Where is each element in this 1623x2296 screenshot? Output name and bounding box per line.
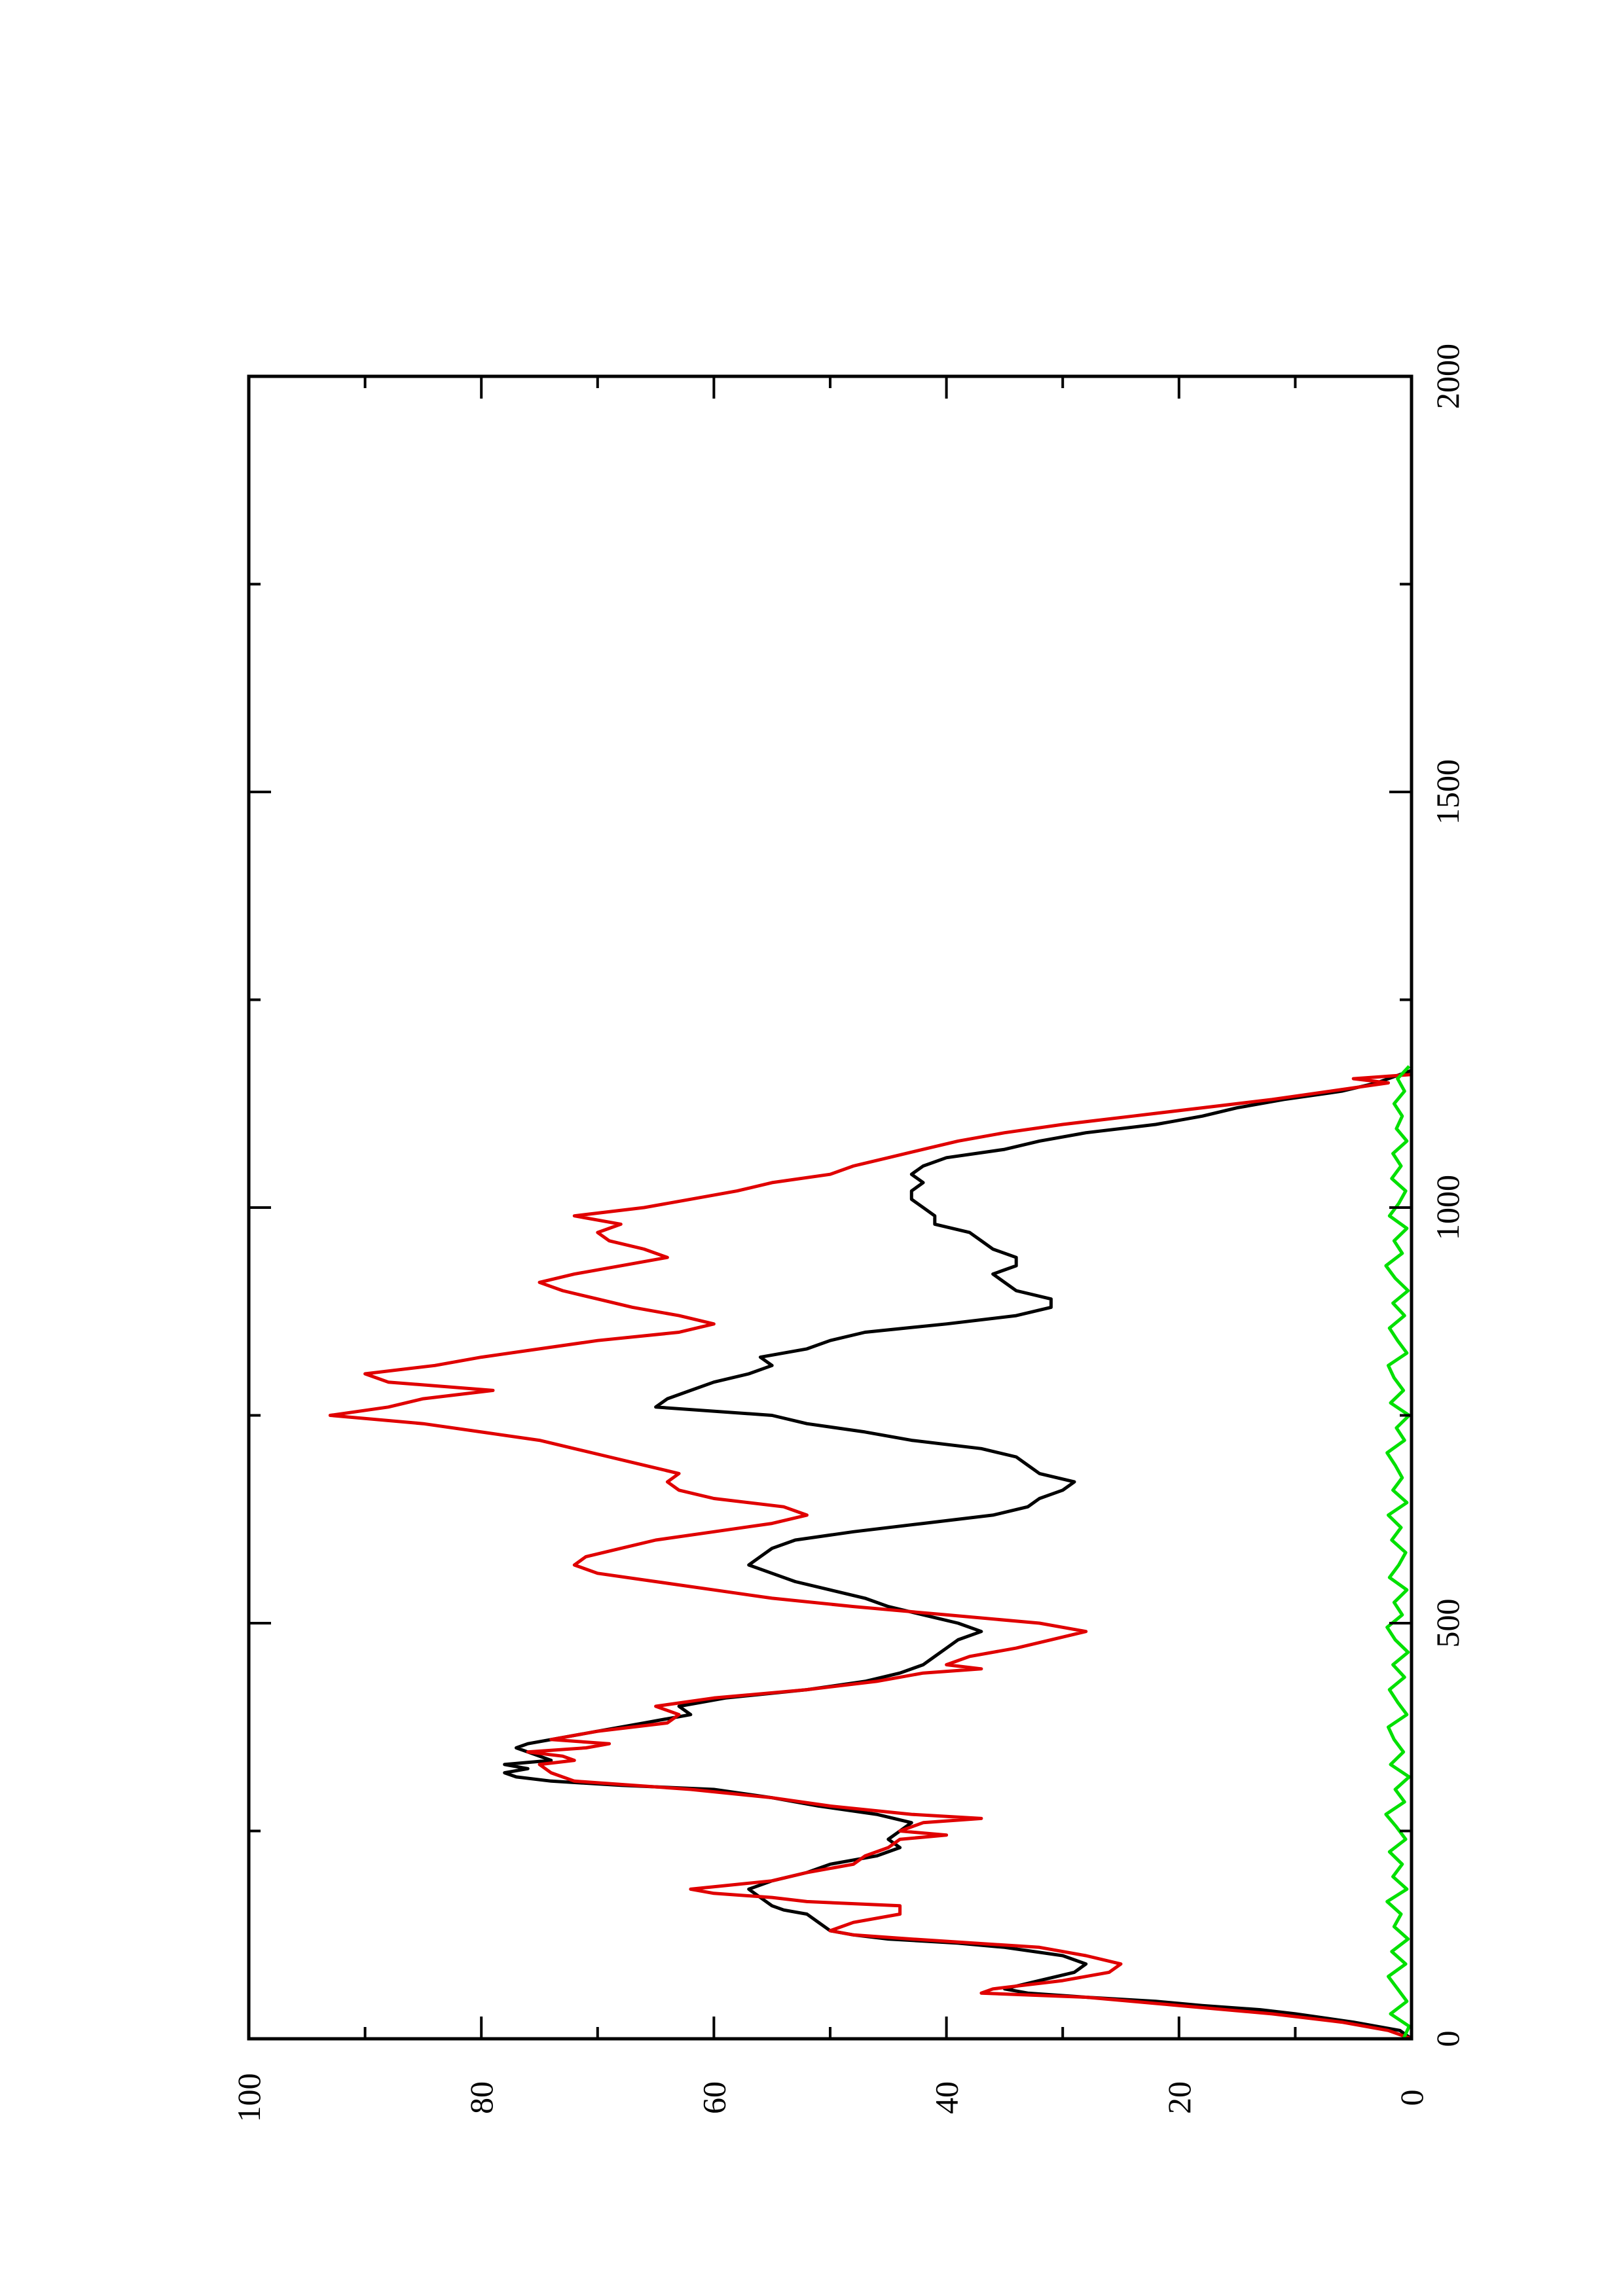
x-tick-label: 2000 [1429,344,1466,409]
series-line-2 [328,1073,1412,2041]
x-tick-label: 500 [1429,1599,1466,1648]
series-line-1 [503,1069,1413,2041]
y-tick-label: 60 [695,2081,732,2114]
plot-frame [247,374,1413,2041]
series-layer [328,1065,1413,2041]
label-layer: 0 500 1000 1500 2000 0 20 40 60 80 100 [230,344,1466,2123]
y-tick-label: 20 [1161,2081,1197,2114]
x-tick-label: 1500 [1429,759,1466,825]
tick-layer [247,375,1413,2040]
y-tick-label: 40 [928,2081,965,2114]
x-tick-label: 0 [1429,2031,1466,2047]
x-tick-label: 1000 [1429,1175,1466,1240]
y-tick-label: 100 [230,2073,267,2123]
y-tick-label: 80 [463,2081,500,2114]
y-tick-label: 0 [1393,2090,1430,2106]
series-line-3 [1384,1065,1411,2040]
